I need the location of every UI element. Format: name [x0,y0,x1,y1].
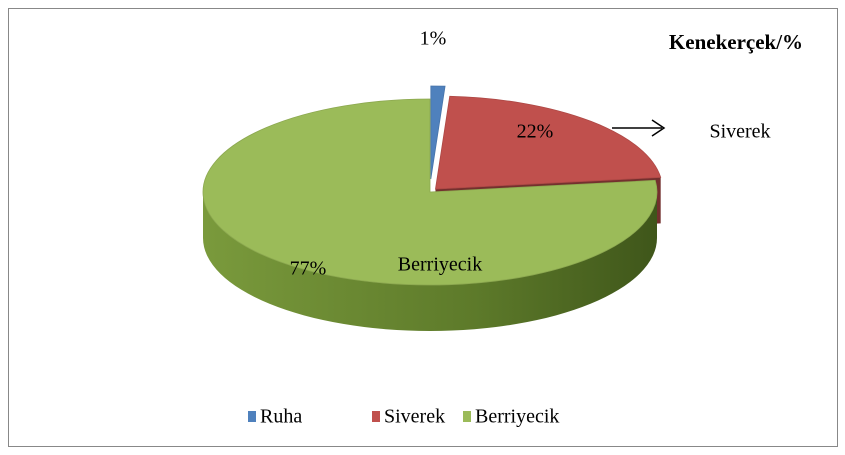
pie [202,85,662,331]
data-label: 22% [517,121,554,143]
annotation: Berriyecik [398,254,482,276]
legend-swatch [248,411,256,422]
slice [430,85,446,180]
legend-label: Siverek [384,406,445,428]
annotation-arrowhead [651,119,666,137]
legend-label: Ruha [260,406,302,428]
slice [202,98,658,286]
data-label: 77% [290,258,327,280]
chart-title: Kenekerçek/% [669,30,803,54]
slice [435,95,662,190]
data-label: 1% [420,28,447,50]
slice-side [203,192,657,331]
annotation: Siverek [709,121,770,143]
legend-swatch [463,411,471,422]
legend-swatch [372,411,380,422]
legend-label: Berriyecik [475,406,559,428]
